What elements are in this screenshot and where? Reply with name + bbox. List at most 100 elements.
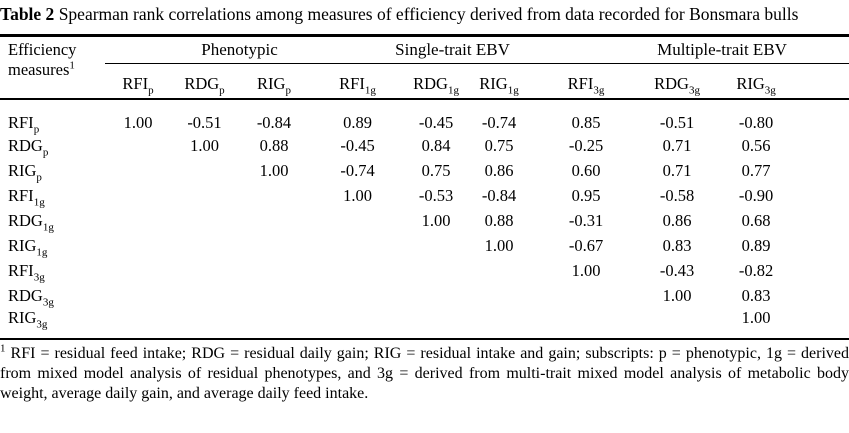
column-header-rig-3g: RIG3g: [713, 63, 849, 100]
correlation-cell: [405, 308, 467, 339]
correlation-cell: [310, 283, 405, 308]
table-row: RDGp 1.00 0.88 -0.45 0.84 0.75 -0.25 0.71 0.56: [0, 133, 849, 158]
correlation-cell: [105, 183, 171, 208]
correlation-cell: 0.75: [421, 160, 451, 180]
column-header-subscript: 1g: [447, 84, 459, 97]
correlation-cell: 1.00: [343, 185, 372, 205]
row-label-base: RDG: [8, 135, 43, 155]
correlation-cell: [171, 283, 238, 308]
correlation-cell: 1.00: [484, 235, 514, 255]
correlation-cell: [105, 308, 171, 339]
correlation-cell: 0.86: [484, 160, 514, 180]
column-header-row: RFIp RDGp RIGp RFI1g RDG1g RIG1g RFI3g RDG3g RIG…: [0, 63, 849, 100]
column-header-rfi-p: RFIp: [105, 63, 171, 100]
table-row: RFI3g 1.00 -0.43 -0.82: [0, 258, 849, 283]
correlation-cell: [171, 308, 238, 339]
correlation-cell: [467, 308, 531, 339]
correlation-cell: -0.58: [659, 185, 695, 205]
row-label-base: RIG: [8, 308, 37, 327]
table-head: Efficiency measures1 Phenotypic Single-tr…: [0, 35, 849, 100]
column-header-base: RDG: [184, 74, 220, 93]
group-header-row: Efficiency measures1 Phenotypic Single-tr…: [0, 35, 849, 100]
column-header-subscript: 3g: [688, 84, 700, 97]
correlation-cell: 0.95: [571, 185, 601, 205]
row-label-base: RFI: [8, 113, 34, 132]
correlation-cell: 0.68: [741, 210, 771, 230]
correlation-cell: 1.00: [662, 285, 692, 305]
row-label-subscript: 3g: [36, 318, 48, 331]
correlation-cell: -0.25: [568, 135, 604, 155]
row-label-rdg-3g: RDG3g: [0, 283, 105, 308]
stub-footnote-marker: 1: [69, 59, 75, 72]
correlation-cell: [310, 208, 405, 233]
table-row: RFI1g 1.00 -0.53 -0.84 0.95 -0.58 -0.90: [0, 183, 849, 208]
column-header-base: RDG: [413, 74, 448, 93]
table-caption: Table 2 Spearman rank correlations among…: [0, 4, 849, 25]
table-row: RIG1g 1.00 -0.67 0.83 0.89: [0, 233, 849, 258]
column-header-rfi-3g: RFI3g: [531, 63, 642, 100]
correlation-cell: [238, 233, 310, 258]
row-label-rdg-p: RDGp: [0, 133, 105, 158]
row-label-base: RDG: [8, 285, 43, 305]
row-label-base: RDG: [8, 210, 43, 230]
column-header-rdg-3g: RDG3g: [641, 63, 714, 100]
correlation-cell: 0.85: [571, 113, 601, 132]
correlation-cell: 0.89: [741, 235, 771, 255]
column-header-base: RFI: [339, 74, 365, 93]
group-header-single-trait-ebv: Single-trait EBV: [310, 35, 532, 64]
correlation-cell: -0.53: [418, 185, 454, 205]
correlation-cell: -0.45: [418, 113, 454, 132]
table-row: RIG3g 1.00: [0, 308, 849, 339]
correlation-cell: [105, 208, 171, 233]
table-row: RDG1g 1.00 0.88 -0.31 0.86 0.68: [0, 208, 849, 233]
correlation-cell: [405, 258, 467, 283]
correlation-cell: [171, 233, 238, 258]
correlation-cell: -0.31: [568, 210, 604, 230]
table-footnote: 1 RFI = residual feed intake; RDG = resi…: [0, 342, 849, 404]
table-row: RDG3g 1.00 0.83: [0, 283, 849, 308]
row-label-base: RFI: [8, 185, 34, 205]
correlation-cell: 0.84: [421, 135, 451, 155]
table-row: RFIp 1.00 -0.51 -0.84 0.89 -0.45 -0.74 0.85 -0.5…: [0, 99, 849, 136]
column-header-base: RIG: [257, 74, 286, 93]
correlation-cell: 0.86: [662, 210, 692, 230]
correlation-cell: [310, 258, 405, 283]
correlation-cell: [310, 233, 405, 258]
column-header-base: RIG: [479, 74, 508, 93]
group-header-phenotypic: Phenotypic: [105, 35, 311, 64]
correlation-cell: 0.88: [484, 210, 514, 230]
footnote-marker: 1: [0, 342, 6, 355]
correlation-cell: [405, 233, 467, 258]
row-label-rfi-p: RFIp: [0, 99, 105, 136]
correlation-cell: [531, 308, 641, 339]
column-header-rig-p: RIGp: [238, 63, 311, 100]
caption-text: Spearman rank correlations among measure…: [58, 4, 799, 24]
correlation-cell: [310, 308, 405, 339]
column-header-subscript: p: [148, 84, 154, 97]
correlation-cell: 1.00: [571, 260, 601, 280]
correlation-cell: [467, 283, 531, 308]
correlation-cell: 0.56: [741, 135, 771, 155]
correlation-cell: [171, 208, 238, 233]
correlation-cell: 1.00: [259, 160, 289, 180]
correlation-cell: [171, 183, 238, 208]
group-header-multiple-trait-ebv: Multiple-trait EBV: [531, 35, 849, 64]
correlation-cell: 0.88: [259, 135, 289, 155]
correlation-cell: 0.71: [662, 160, 692, 180]
correlation-cell: [105, 233, 171, 258]
table-row: RIGp 1.00 -0.74 0.75 0.86 0.60 0.71 0.77: [0, 158, 849, 183]
correlation-cell: 0.60: [571, 160, 601, 180]
correlation-cell: [641, 308, 713, 339]
column-header-subscript: 1g: [364, 84, 376, 97]
row-label-rfi-3g: RFI3g: [0, 258, 105, 283]
correlation-cell: [238, 208, 310, 233]
correlation-cell: 1.00: [190, 135, 219, 155]
correlation-cell: 0.83: [662, 235, 692, 255]
correlation-cell: [405, 283, 467, 308]
row-label-subscript: p: [33, 123, 40, 136]
table-body: RFIp 1.00 -0.51 -0.84 0.89 -0.45 -0.74 0.85 -0.5…: [0, 99, 849, 339]
correlation-cell: 0.71: [662, 135, 692, 155]
correlation-cell: [105, 283, 171, 308]
correlation-cell: [105, 258, 171, 283]
row-label-subscript: 3g: [42, 295, 54, 308]
